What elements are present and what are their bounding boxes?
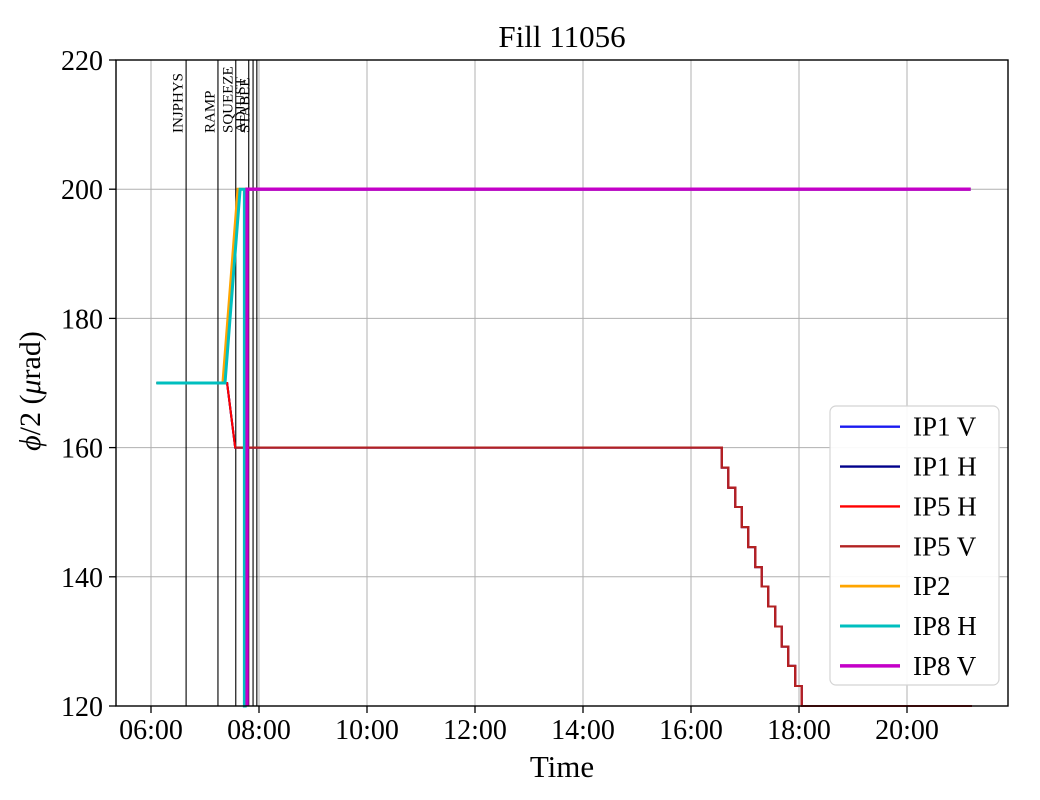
x-tick-label: 06:00 xyxy=(119,715,183,746)
chart-title: Fill 11056 xyxy=(498,19,625,54)
x-axis: 06:00 08:00 10:00 12:00 14:00 16:00 18:00 20:00 xyxy=(119,706,939,746)
legend: IP1 V IP1 H IP5 H IP5 V IP2 IP8 H IP8 V xyxy=(829,405,1000,686)
beam-mode-label: RAMP xyxy=(202,90,218,133)
y-axis-label: ϕ/2 (μrad) xyxy=(14,331,47,451)
legend-label-ip1-v: IP1 V xyxy=(913,412,977,442)
series-lines xyxy=(156,187,972,708)
x-axis-label: Time xyxy=(530,749,594,784)
y-axis: 120 140 160 180 200 220 xyxy=(61,46,116,723)
series-ip8-h xyxy=(156,187,971,708)
y-tick-label: 120 xyxy=(61,692,103,723)
legend-label-ip5-v: IP5 V xyxy=(913,531,977,561)
series-ip5-v xyxy=(235,446,972,708)
legend-box xyxy=(829,405,1000,686)
legend-label-ip5-h: IP5 H xyxy=(913,491,977,521)
beam-mode-label: ADJUST xyxy=(233,77,249,133)
x-tick-label: 08:00 xyxy=(227,715,291,746)
legend-label-ip8-v: IP8 V xyxy=(913,651,977,681)
x-tick-label: 16:00 xyxy=(659,715,723,746)
y-tick-label: 180 xyxy=(61,304,103,335)
y-tick-label: 140 xyxy=(61,563,103,594)
legend-label-ip2: IP2 xyxy=(913,571,951,601)
beam-mode-label: SQUEEZE xyxy=(220,66,236,133)
beam-mode-label: STABLE xyxy=(238,78,254,133)
x-tick-label: 10:00 xyxy=(335,715,399,746)
legend-label-ip1-h: IP1 H xyxy=(913,452,977,482)
series-ip8-v xyxy=(245,187,971,706)
beam-mode-label: INJPHYS xyxy=(171,73,187,133)
legend-label-ip8-h: IP8 H xyxy=(913,611,977,641)
x-tick-label: 18:00 xyxy=(767,715,831,746)
y-tick-label: 200 xyxy=(61,175,103,206)
y-tick-label: 220 xyxy=(61,46,103,77)
x-tick-label: 20:00 xyxy=(875,715,939,746)
x-tick-label: 14:00 xyxy=(551,715,615,746)
axes-spines xyxy=(115,59,1009,707)
x-tick-label: 12:00 xyxy=(443,715,507,746)
y-tick-label: 160 xyxy=(61,434,103,465)
